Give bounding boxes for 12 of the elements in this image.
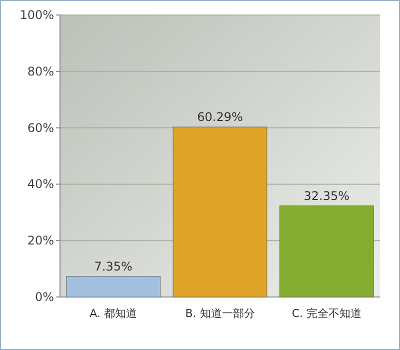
x-tick-label: C. 完全不知道 [292,307,362,320]
y-tick-label: 0% [34,290,54,304]
x-tick-label: A. 都知道 [90,307,137,320]
x-tick-label: B. 知道一部分 [185,307,255,320]
y-tick-label: 20% [27,234,54,248]
y-tick-label: 60% [27,120,54,135]
y-tick-label: 40% [27,177,54,192]
data-label: 32.35% [304,188,350,203]
data-label: 7.35% [94,259,132,274]
y-tick-label: 100% [20,8,54,22]
y-tick-label: 80% [27,64,54,78]
data-label: 60.29% [197,110,243,124]
